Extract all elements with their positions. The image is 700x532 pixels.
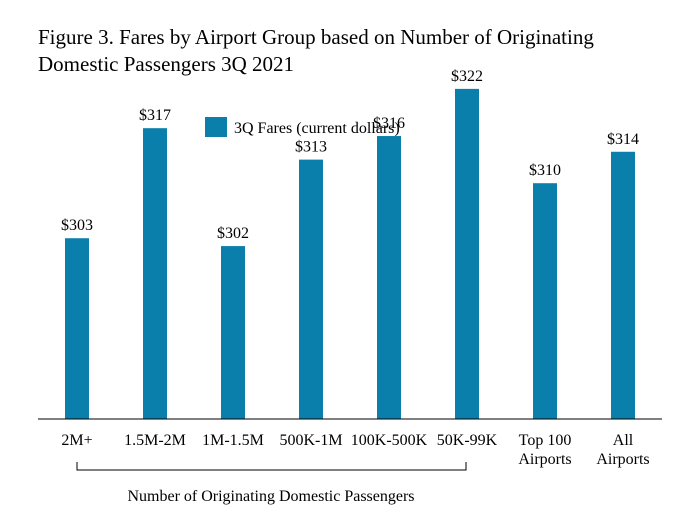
bracket-label: Number of Originating Domestic Passenger… bbox=[127, 488, 414, 505]
bracket: Number of Originating Domestic Passenger… bbox=[76, 462, 467, 505]
data-label: $303 bbox=[61, 217, 93, 234]
bar bbox=[611, 151, 635, 419]
data-label: $314 bbox=[607, 131, 639, 148]
bar bbox=[65, 238, 89, 419]
legend: 3Q Fares (current dollars) bbox=[205, 117, 400, 137]
bracket-line bbox=[76, 462, 467, 471]
data-label: $322 bbox=[451, 68, 483, 85]
bar bbox=[143, 128, 167, 419]
chart-title-line-2: Domestic Passengers 3Q 2021 bbox=[38, 52, 295, 76]
data-label: $310 bbox=[529, 162, 561, 179]
tick-label: All bbox=[613, 432, 634, 449]
value-labels: $303 $317 $302 $313 $316 $322 $310 $314 bbox=[61, 68, 639, 242]
chart-title-line-1: Figure 3. Fares by Airport Group based o… bbox=[38, 25, 594, 49]
bars bbox=[65, 88, 635, 420]
data-label: $313 bbox=[295, 139, 327, 156]
bar bbox=[377, 136, 401, 420]
tick-label: 500K-1M bbox=[279, 432, 342, 449]
legend-label: 3Q Fares (current dollars) bbox=[234, 120, 400, 137]
tick-label: 2M+ bbox=[61, 432, 92, 449]
data-label: $317 bbox=[139, 107, 171, 124]
bar bbox=[299, 159, 323, 419]
category-labels: 2M+ 1.5M-2M 1M-1.5M 500K-1M 100K-500K 50K-99K… bbox=[61, 432, 649, 468]
bar bbox=[533, 183, 557, 419]
tick-label: Top 100 bbox=[519, 432, 572, 449]
tick-label: 1M-1.5M bbox=[202, 432, 264, 449]
tick-label: 1.5M-2M bbox=[124, 432, 186, 449]
legend-swatch bbox=[205, 117, 227, 137]
tick-label: Airports bbox=[596, 451, 649, 468]
tick-label: Airports bbox=[518, 451, 571, 468]
tick-label: 50K-99K bbox=[437, 432, 498, 449]
data-label: $316 bbox=[373, 115, 405, 132]
bar bbox=[455, 88, 479, 419]
chart-title: Figure 3. Fares by Airport Group based o… bbox=[38, 24, 678, 78]
tick-label: 100K-500K bbox=[351, 432, 428, 449]
bar bbox=[221, 246, 245, 419]
data-label: $302 bbox=[217, 225, 249, 242]
